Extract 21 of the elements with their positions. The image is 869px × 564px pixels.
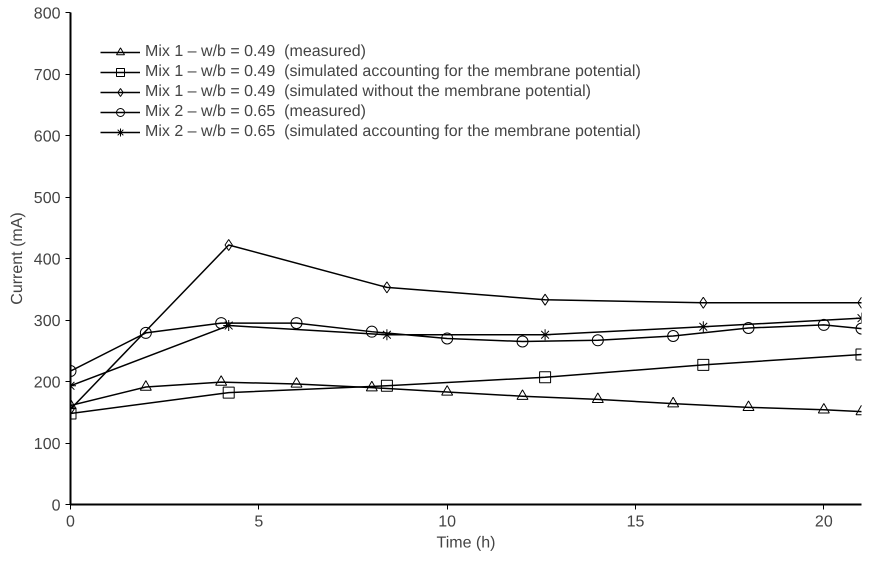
legend-label: Mix 1 – w/b = 0.49 (simulated accounting for the membrane potential) [145, 63, 641, 81]
y-tick-label: 100 [34, 436, 61, 453]
y-tick-label: 200 [34, 374, 61, 392]
y-tick-label: 800 [34, 6, 61, 22]
legend-label: Mix 1 – w/b = 0.49 (simulated without the membrane potential) [145, 83, 591, 101]
legend-label: Mix 2 – w/b = 0.65 (simulated accounting for the membrane potential) [145, 123, 641, 141]
x-tick-label: 15 [626, 514, 644, 530]
legend-label: Mix 1 – w/b = 0.49 (measured) [145, 43, 366, 61]
x-tick-label: 5 [254, 514, 264, 530]
y-tick-label: 600 [34, 128, 61, 146]
y-tick-label: 500 [34, 190, 61, 207]
y-tick-label: 300 [34, 313, 61, 330]
y-tick-label: 700 [34, 67, 61, 84]
x-tick-label: 20 [814, 514, 833, 530]
x-axis-title: Time (h) [436, 534, 496, 552]
y-tick-label: 0 [52, 498, 61, 514]
legend-label: Mix 2 – w/b = 0.65 (measured) [145, 103, 366, 121]
y-tick-label: 400 [34, 252, 61, 268]
y-axis-title: Current (mA) [8, 212, 26, 305]
x-tick-label: 0 [66, 514, 76, 530]
x-tick-label: 10 [438, 514, 456, 530]
